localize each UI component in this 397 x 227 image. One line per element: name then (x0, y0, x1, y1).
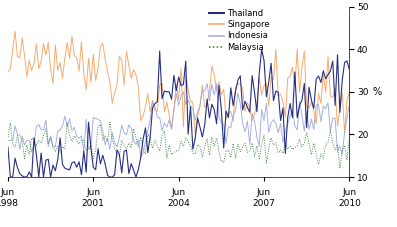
Text: 1998: 1998 (0, 199, 19, 208)
Legend: Thailand, Singapore, Indonesia, Malaysia: Thailand, Singapore, Indonesia, Malaysia (209, 9, 270, 52)
Text: Jun: Jun (342, 188, 357, 197)
Text: 2001: 2001 (82, 199, 105, 208)
Text: 2007: 2007 (252, 199, 276, 208)
Text: 2010: 2010 (338, 199, 361, 208)
Text: 2004: 2004 (167, 199, 190, 208)
Y-axis label: %: % (372, 87, 382, 97)
Text: Jun: Jun (257, 188, 271, 197)
Text: Jun: Jun (172, 188, 186, 197)
Text: Jun: Jun (1, 188, 15, 197)
Text: Jun: Jun (86, 188, 100, 197)
